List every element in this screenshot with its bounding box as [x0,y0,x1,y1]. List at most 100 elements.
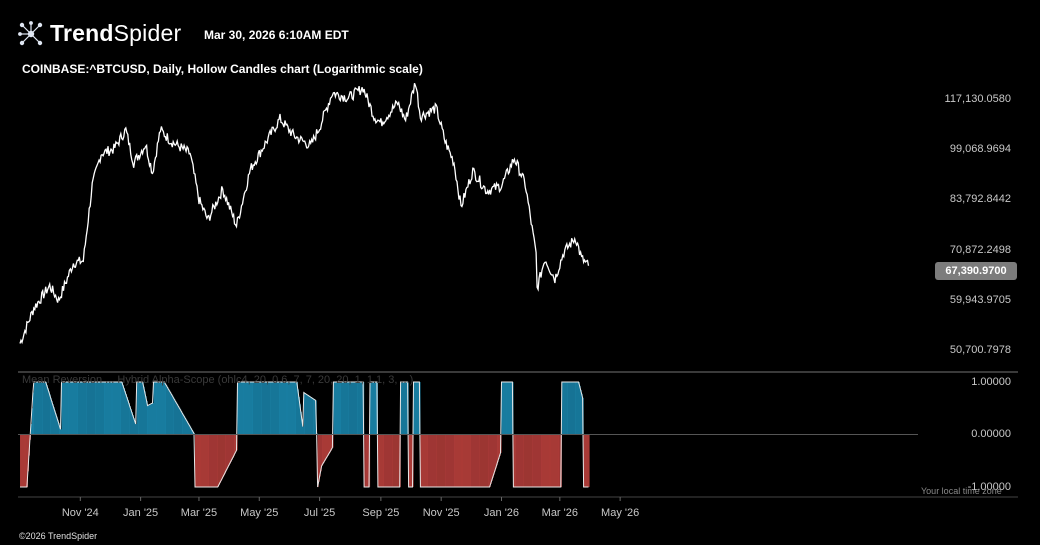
oscillator-bar [347,382,349,435]
indicator-label[interactable]: Mean Reversion ... Hybrid Alpha-Scope (o… [22,374,414,386]
oscillator-bar [349,382,351,435]
oscillator-bar [24,434,26,487]
oscillator-bar [313,399,315,435]
oscillator-bar [516,434,518,487]
oscillator-bar [70,382,72,435]
oscillator-bar [46,385,48,435]
oscillator-bar [443,434,445,487]
oscillator-bar [67,382,69,435]
oscillator-axis-label: 1.00000 [971,376,1011,388]
oscillator-bar [74,382,76,435]
oscillator-bar [569,382,571,435]
oscillator-bar [323,434,325,463]
oscillator-bar [330,434,332,451]
oscillator-bar [161,382,163,435]
oscillator-bar [83,382,85,435]
oscillator-bar [113,382,115,435]
oscillator-bar [127,400,129,435]
oscillator-bar [103,382,105,435]
oscillator-bar [440,434,442,487]
oscillator-bar [237,382,239,435]
oscillator-bar [142,382,144,435]
oscillator-bar [486,434,488,487]
oscillator-bar [588,434,590,487]
oscillator-bar [60,429,62,435]
oscillator-bar [85,382,87,435]
oscillator-bar [459,434,461,487]
oscillator-bar [186,419,188,435]
oscillator-bar [492,434,494,478]
oscillator-bar [503,382,505,435]
price-axis-label: 50,700.7978 [949,344,1011,356]
oscillator-bar [59,426,61,435]
price-axis-label: 70,872.2498 [949,243,1011,256]
oscillator-bar [144,391,146,435]
oscillator-bar [360,382,362,435]
oscillator-bar [217,434,219,487]
oscillator-bar [149,404,151,435]
oscillator-bar [546,434,548,487]
oscillator-bar [172,395,174,435]
oscillator-bar [96,382,98,435]
oscillator-bar [468,434,470,487]
oscillator-bar [88,382,90,435]
oscillator-bar [230,434,232,462]
oscillator-bar [583,434,585,487]
oscillator-bar [340,382,342,435]
oscillator-bar [150,404,152,435]
oscillator-bar [547,434,549,487]
oscillator-bar [75,382,77,435]
oscillator-bar [496,434,498,466]
oscillator-bar [68,382,70,435]
oscillator-bar [100,382,102,435]
oscillator-bar [433,434,435,487]
oscillator-bar [461,434,463,487]
copyright-footer: ©2026 TrendSpider [19,531,98,541]
oscillator-bar [90,382,92,435]
oscillator-bar [527,434,529,487]
oscillator-bar [380,434,382,487]
oscillator-bar [222,434,224,478]
oscillator-bar [125,394,127,435]
oscillator-bar [23,434,25,487]
oscillator-bar [378,434,380,487]
oscillator-bar [184,416,186,435]
oscillator-bar [36,382,38,435]
oscillator-bar [307,395,309,435]
oscillator-bar [234,434,236,455]
oscillator-bar [289,382,291,435]
oscillator-bar [581,393,583,435]
oscillator-bar [171,394,173,435]
oscillator-bar [481,434,483,487]
oscillator-bar [112,382,114,435]
oscillator-bar [105,382,107,435]
oscillator-bar [300,411,302,435]
oscillator-bar [416,382,418,435]
price-axis-label: 59,943.9705 [949,293,1011,306]
oscillator-bar [216,434,218,487]
oscillator-bar [169,390,171,435]
oscillator-bar [219,434,221,484]
oscillator-bar [420,434,422,487]
oscillator-bar [199,434,201,487]
oscillator-bar [126,397,128,435]
oscillator-bar [35,382,37,435]
oscillator-bar [576,382,578,435]
price-axis-label: 99,068.9694 [949,143,1011,156]
oscillator-bar [257,382,259,435]
oscillator-bar [305,393,307,435]
oscillator-bar [398,434,400,487]
oscillator-bar [303,392,305,435]
oscillator-bar [395,434,397,487]
oscillator-bar [324,434,326,461]
oscillator-bar [386,434,388,487]
oscillator-bar [25,434,27,487]
oscillator-bar [124,391,126,435]
oscillator-bar [506,382,508,435]
oscillator-bar [403,382,405,435]
oscillator-bar [62,382,64,435]
brand-name: TrendSpider [50,20,181,47]
oscillator-bar [232,434,234,458]
oscillator-bar [544,434,546,487]
